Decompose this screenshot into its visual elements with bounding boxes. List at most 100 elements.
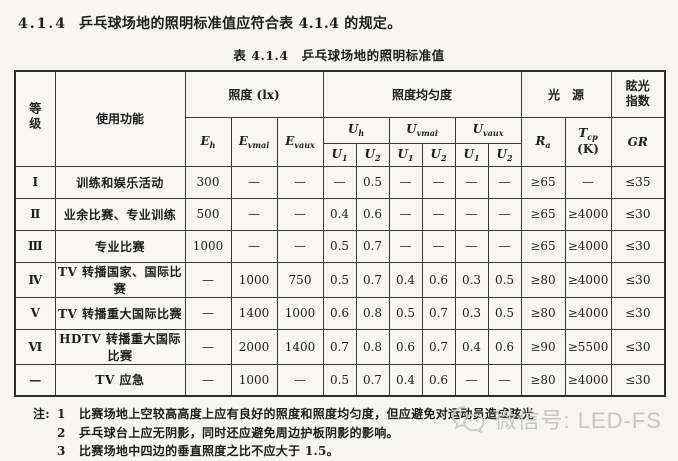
- note-text: 乒乓球台上应无阴影，同时还应避免周边护板阴影的影响。: [79, 425, 399, 440]
- value-cell: —: [184, 363, 232, 397]
- value-cell: 0.6: [388, 328, 423, 365]
- value-cell: 0.7: [421, 296, 456, 330]
- col-header-grade: 等级: [14, 70, 56, 167]
- grade-cell: Ⅰ: [14, 165, 56, 199]
- value-cell: 0.6: [355, 197, 390, 231]
- table-notes: 注: 1 比赛场地上空较高高度上应有良好的照度和照度均匀度，但应避免对运动员造成…: [33, 405, 678, 461]
- value-cell: 0.8: [355, 296, 390, 330]
- note-item-2: 2 乒乓球台上应无阴影，同时还应避免周边护板阴影的影响。: [33, 424, 678, 443]
- col-header-gr: GR: [610, 116, 666, 167]
- grade-cell: Ⅱ: [14, 197, 56, 231]
- value-cell: —: [487, 363, 522, 397]
- note-item-3: 3 比赛场地中四边的垂直照度之比不应大于 1.5。: [33, 442, 678, 461]
- value-cell: ≥90: [520, 328, 566, 365]
- value-cell: 0.6: [322, 296, 357, 330]
- value-cell: ≤30: [610, 296, 666, 330]
- value-cell: 2000: [230, 328, 278, 365]
- value-cell: 0.5: [322, 229, 357, 263]
- value-cell: ≥65: [520, 165, 566, 199]
- value-cell: ≤30: [610, 363, 666, 397]
- value-cell: —: [454, 229, 489, 263]
- value-cell: —: [421, 165, 456, 199]
- col-header-evmai: Evmai: [230, 116, 278, 167]
- value-cell: 1400: [276, 328, 324, 365]
- value-cell: ≥4000: [564, 363, 612, 397]
- value-cell: —: [184, 296, 232, 330]
- value-cell: —: [322, 165, 357, 199]
- header-row-u1u2: U1 U2 U1 U2 U1 U2: [15, 142, 665, 167]
- value-cell: —: [388, 229, 423, 263]
- value-cell: ≥80: [520, 296, 566, 330]
- value-cell: —: [454, 363, 489, 397]
- value-cell: —: [230, 165, 278, 199]
- table-title: 表 4.1.4 乒乓球场地的照明标准值: [233, 48, 445, 63]
- usage-cell: TV 转播重大国际比赛: [54, 296, 186, 330]
- value-cell: ≥80: [520, 363, 566, 397]
- usage-cell: TV 转播国家、国际比赛: [54, 261, 186, 298]
- value-cell: —: [454, 197, 489, 231]
- value-cell: —: [421, 197, 456, 231]
- col-subgroup-uvaux: Uvaux: [454, 116, 522, 144]
- value-cell: ≥5500: [564, 328, 612, 365]
- col-header-uvaux-u1: U1: [454, 142, 489, 167]
- grade-cell: Ⅴ: [14, 296, 56, 330]
- value-cell: 0.7: [355, 261, 390, 298]
- value-cell: —: [276, 165, 324, 199]
- table-row-grade-4: Ⅳ TV 转播国家、国际比赛 — 1000 750 0.5 0.7 0.4 0.…: [14, 261, 666, 298]
- table-row-grade-3: Ⅲ 专业比赛 1000 — — 0.5 0.7 — — — — ≥65 ≥400…: [14, 229, 666, 263]
- col-header-uvmai-u2: U2: [421, 142, 456, 167]
- col-header-usage: 使用功能: [54, 70, 186, 167]
- value-cell: —: [276, 229, 324, 263]
- value-cell: ≤35: [610, 165, 666, 199]
- usage-cell: 业余比赛、专业训练: [54, 197, 186, 231]
- value-cell: —: [487, 229, 522, 263]
- grade-cell: Ⅲ: [14, 229, 56, 263]
- value-cell: 1000: [230, 363, 278, 397]
- value-cell: 0.3: [454, 296, 489, 330]
- value-cell: —: [184, 261, 232, 298]
- value-cell: ≤30: [610, 328, 666, 365]
- col-group-uniformity: 照度均匀度: [322, 70, 522, 118]
- header-row-symbols: Eh Evmai Evaux Uh Uvmai Uvaux Ra Tcp (K)…: [15, 116, 666, 167]
- lighting-standards-table: 等级 使用功能 照度 (lx) 照度均匀度 光 源 眩光 指数 Eh Evmai…: [14, 70, 667, 397]
- col-header-ra: Ra: [520, 116, 566, 167]
- value-cell: —: [184, 328, 232, 365]
- value-cell: 0.4: [388, 261, 423, 298]
- glare-label-line1: 眩光: [625, 79, 650, 94]
- value-cell: —: [276, 363, 324, 397]
- grade-cell: Ⅵ: [14, 328, 56, 365]
- note-number: 3: [57, 444, 66, 459]
- value-cell: 750: [276, 261, 324, 298]
- value-cell: 0.5: [487, 261, 522, 298]
- value-cell: 0.6: [421, 363, 456, 397]
- value-cell: ≤30: [610, 261, 666, 298]
- grade-cell: Ⅳ: [14, 261, 56, 298]
- value-cell: 0.5: [487, 296, 522, 330]
- note-item-1: 注: 1 比赛场地上空较高高度上应有良好的照度和照度均匀度，但应避免对运动员造成…: [33, 405, 678, 424]
- tcp-unit: (K): [577, 142, 599, 156]
- section-heading: 4.1.4 乒乓球场地的照明标准值应符合表 4.1.4 的规定。: [0, 0, 678, 33]
- value-cell: 0.7: [355, 229, 390, 263]
- value-cell: ≥4000: [564, 261, 612, 298]
- value-cell: 0.7: [355, 363, 390, 397]
- value-cell: 0.4: [322, 197, 357, 231]
- value-cell: —: [421, 229, 456, 263]
- value-cell: —: [388, 165, 423, 199]
- table-row-grade-5: Ⅴ TV 转播重大国际比赛 — 1400 1000 0.6 0.8 0.5 0.…: [14, 296, 666, 330]
- col-subgroup-uvmai: Uvmai: [388, 116, 456, 144]
- notes-label: 注:: [33, 407, 51, 421]
- value-cell: 0.3: [454, 261, 489, 298]
- usage-cell: TV 应急: [54, 363, 186, 397]
- value-cell: 0.5: [322, 261, 357, 298]
- col-header-uvmai-u1: U1: [388, 142, 423, 167]
- col-group-glare-index: 眩光 指数: [610, 70, 666, 118]
- grade-cell: —: [14, 363, 56, 397]
- value-cell: 0.7: [322, 328, 357, 365]
- table-row-grade-1: Ⅰ 训练和娱乐活动 300 — — — 0.5 — — — — ≥65 — ≤3…: [14, 165, 666, 199]
- value-cell: 0.6: [487, 328, 522, 365]
- value-cell: —: [230, 229, 278, 263]
- value-cell: ≥65: [520, 229, 566, 263]
- col-group-light-source: 光 源: [520, 70, 612, 118]
- table-row-grade-2: Ⅱ 业余比赛、专业训练 500 — — 0.4 0.6 — — — — ≥65 …: [14, 197, 666, 231]
- value-cell: 0.5: [355, 165, 390, 199]
